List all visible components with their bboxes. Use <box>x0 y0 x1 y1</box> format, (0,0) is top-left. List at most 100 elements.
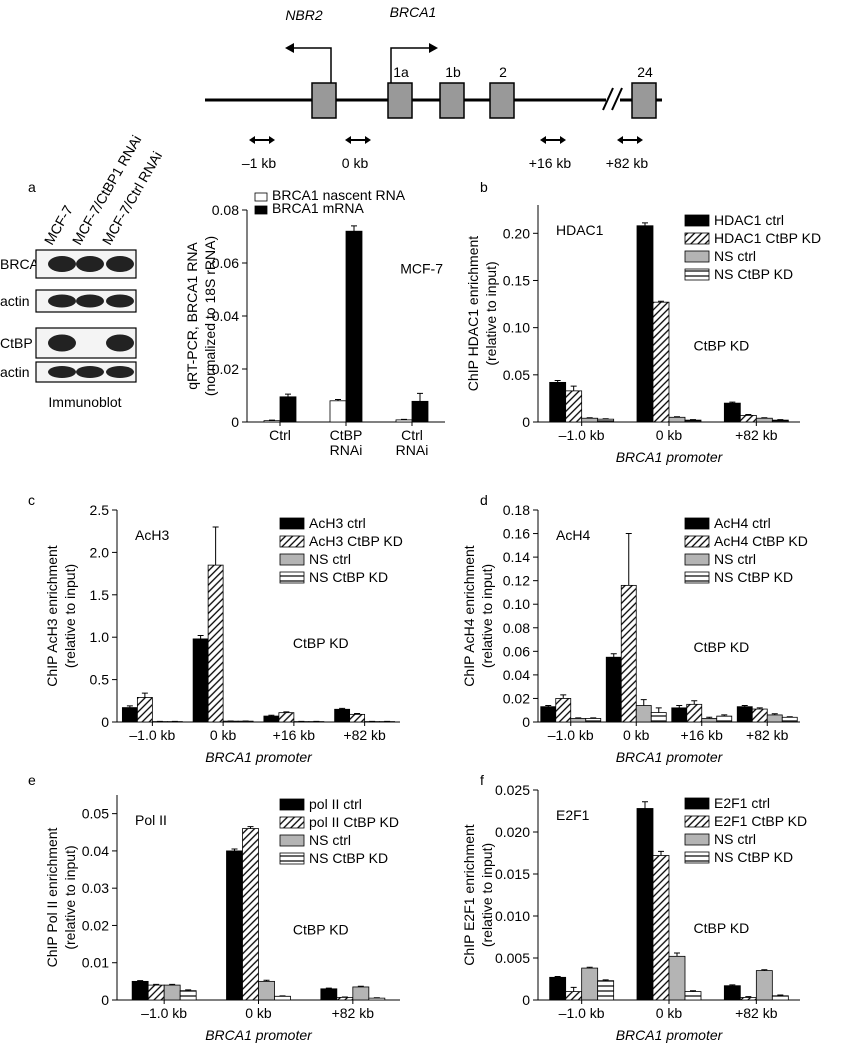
bar <box>771 995 789 1001</box>
bar <box>279 396 297 423</box>
bar <box>549 381 567 423</box>
y-axis-label: ChIP AcH3 enrichment <box>44 545 60 686</box>
tss-arrow <box>290 47 332 83</box>
y-tick-label: 2.5 <box>90 502 110 518</box>
error-bar <box>357 985 364 987</box>
y-tick-label: 0.05 <box>82 806 109 822</box>
x-axis-label: BRCA1 promoter <box>616 1027 724 1043</box>
bar <box>349 713 366 723</box>
error-bar <box>586 966 593 969</box>
x-tick-label: –1.0 kb <box>558 1006 605 1021</box>
y-tick-label: 0.10 <box>503 596 530 612</box>
bar <box>723 402 741 423</box>
legend-label: NS ctrl <box>714 248 756 264</box>
annotation: MCF-7 <box>400 261 443 277</box>
panel-letter: e <box>28 772 36 788</box>
bar <box>242 828 259 1001</box>
bar <box>274 995 291 1001</box>
chart-title: HDAC1 <box>556 222 604 238</box>
error-bar <box>269 419 275 421</box>
chart-title: E2F1 <box>556 807 590 823</box>
x-tick-label-box: CtBP RNAi <box>329 428 363 458</box>
bar <box>581 967 599 1001</box>
bar <box>739 414 757 423</box>
bar <box>652 855 670 1001</box>
legend-label: NS CtBP KD <box>714 849 793 865</box>
x-tick-label: CtBP RNAi <box>329 428 363 458</box>
legend-label: NS ctrl <box>714 831 756 847</box>
y-axis-label: (normalized to 18S rRNA) <box>202 236 218 396</box>
error-bar <box>741 705 748 707</box>
error-bar <box>658 300 664 303</box>
legend-label: pol II CtBP KD <box>309 814 399 830</box>
error-bar <box>268 714 275 717</box>
y-tick-label: 0.14 <box>503 549 530 565</box>
y-tick-label: 0.05 <box>503 367 530 383</box>
gene-label: BRCA1 <box>390 4 437 20</box>
y-tick-label: 0.02 <box>82 917 109 933</box>
legend-label: E2F1 CtBP KD <box>714 813 807 829</box>
arrow-head <box>540 136 566 144</box>
error-bar <box>745 413 752 416</box>
bar <box>121 707 138 723</box>
error-bar <box>706 716 713 719</box>
row-label: CtBP <box>0 335 33 351</box>
bar <box>736 706 753 723</box>
y-tick-label: 0.04 <box>503 667 530 683</box>
error-bar <box>126 705 133 708</box>
y-tick-label: 0 <box>522 992 530 1008</box>
exon <box>489 82 515 119</box>
error-bar <box>153 983 160 986</box>
bar <box>771 419 789 423</box>
x-tick-label: 0 kb <box>245 1006 272 1021</box>
y-tick-label: 1.0 <box>90 629 110 645</box>
y-tick-label: 0.025 <box>495 782 530 798</box>
x-tick-label: 0 kb <box>623 728 650 743</box>
chart-title: AcH4 <box>556 527 590 543</box>
y-tick-label: 0.015 <box>495 866 530 882</box>
axis-break <box>602 87 614 111</box>
bar <box>716 715 733 723</box>
panel-letter: c <box>28 492 35 508</box>
x-tick-label-box: –1.0 kb <box>558 1006 605 1021</box>
y-tick-label: 0.02 <box>503 690 530 706</box>
amplicon-label: +82 kb <box>606 155 649 171</box>
bar <box>336 996 354 1001</box>
bar <box>766 714 783 723</box>
bar <box>581 417 599 423</box>
arrow-head <box>345 136 371 144</box>
legend-swatch <box>254 205 268 215</box>
legend-label: BRCA1 nascent RNA <box>272 187 406 203</box>
row-label: BRCA1 <box>0 256 47 272</box>
legend-swatch <box>279 834 305 847</box>
y-tick-label: 2.0 <box>90 544 110 560</box>
x-tick-label: –1.0 kb <box>129 728 176 743</box>
legend-swatch <box>684 535 710 548</box>
legend-label: NS ctrl <box>309 551 351 567</box>
y-tick-label: 0.02 <box>212 361 239 377</box>
error-bar <box>185 989 192 991</box>
legend-label: BRCA1 mRNA <box>272 200 364 216</box>
error-bar <box>575 717 582 719</box>
gene-label: NBR2 <box>285 7 323 23</box>
y-tick-label: 0.16 <box>503 526 530 542</box>
x-axis-label: BRCA1 promoter <box>616 449 724 465</box>
arrow-head <box>249 136 275 144</box>
exon-label: 1b <box>445 64 461 80</box>
error-bar <box>570 385 577 391</box>
error-bar <box>212 526 219 566</box>
y-tick-label: 0 <box>101 992 109 1008</box>
bar <box>597 980 615 1001</box>
legend-swatch <box>684 797 710 810</box>
x-axis-label: BRCA1 promoter <box>616 749 724 765</box>
blot-band <box>76 256 104 272</box>
error-bar <box>761 969 768 971</box>
y-axis-label: qRT-PCR, BRCA1 RNA <box>184 242 200 390</box>
arrow-head <box>285 43 294 53</box>
blot-band <box>106 294 134 308</box>
axis-break <box>611 87 623 111</box>
exon <box>439 82 465 119</box>
x-tick-label: +16 kb <box>272 728 316 743</box>
error-bar <box>640 699 647 706</box>
x-tick-label-box: 0 kb <box>656 428 682 443</box>
